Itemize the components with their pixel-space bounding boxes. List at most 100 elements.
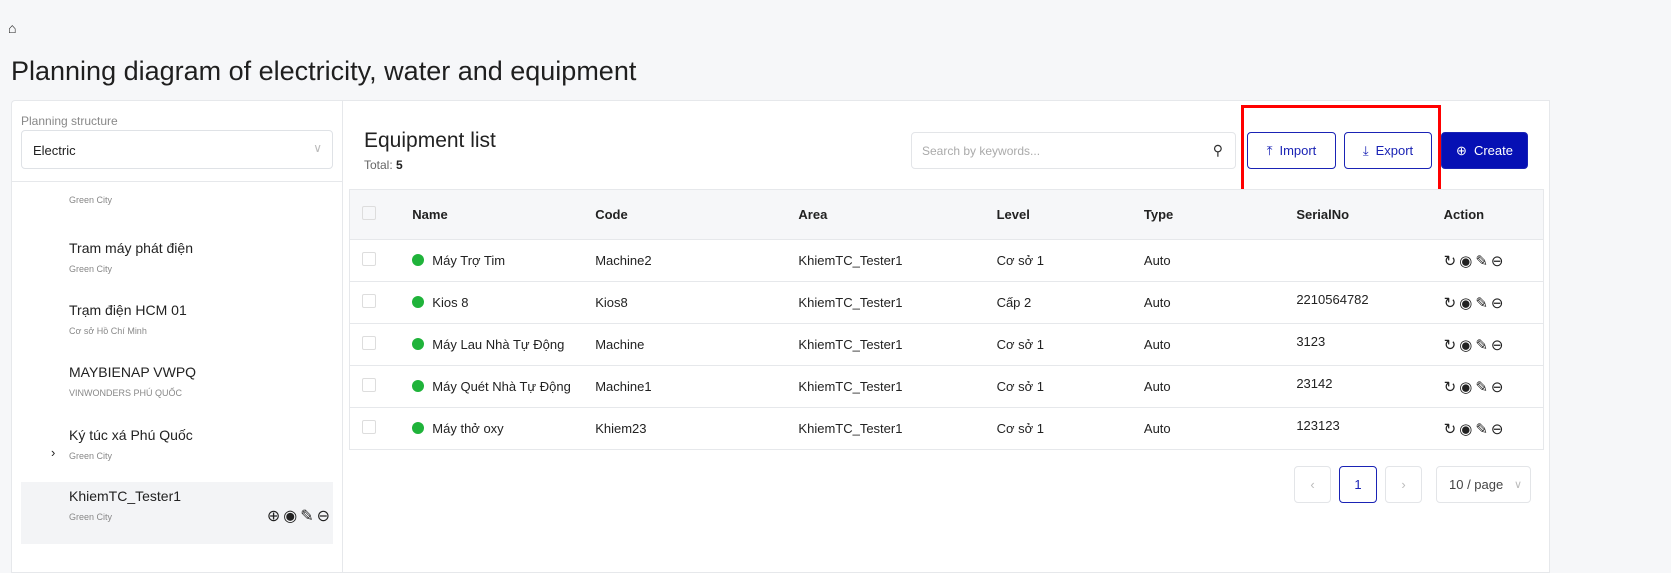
- code-cell: Machine: [583, 323, 787, 366]
- expand-arrow-icon[interactable]: ›: [51, 445, 56, 460]
- status-dot: [412, 422, 425, 434]
- edit-icon[interactable]: ✎: [1475, 294, 1491, 312]
- node-name: KhiemTC_Tester1: [69, 488, 182, 504]
- view-icon[interactable]: ◉: [1459, 420, 1476, 438]
- area-cell: KhiemTC_Tester1: [786, 365, 985, 408]
- name-text: Kios 8: [432, 295, 469, 310]
- area-cell: KhiemTC_Tester1: [786, 323, 985, 366]
- row-checkbox-cell: [349, 323, 401, 366]
- search-input[interactable]: Search by keywords... ⚲: [911, 132, 1236, 169]
- total-count: Total: 5: [364, 158, 403, 172]
- column-header: Action: [1431, 189, 1544, 240]
- equipment-table: Name Code Area Level Type SerialNo Action Máy …: [349, 189, 1544, 450]
- status-dot: [412, 380, 425, 392]
- node-subtitle: Green City: [69, 451, 113, 461]
- table-row[interactable]: Máy Lau Nhà Tự Động Machine KhiemTC_Test…: [349, 323, 1544, 366]
- column-header: Type: [1131, 189, 1285, 240]
- planning-sidebar: Planning structure Electric ∨ Green City T…: [11, 100, 342, 573]
- row-checkbox-cell: [349, 281, 401, 324]
- action-cell: ↻◉✎⊖: [1431, 365, 1544, 408]
- name-text: Máy thở oxy: [432, 421, 504, 436]
- divider: [12, 181, 342, 182]
- code-cell: Kios8: [583, 281, 787, 324]
- column-header: Level: [984, 189, 1132, 240]
- search-icon[interactable]: ⚲: [1212, 142, 1223, 158]
- create-button[interactable]: ⊕ Create: [1441, 132, 1528, 169]
- sync-icon[interactable]: ↻: [1443, 420, 1460, 438]
- page-size-select[interactable]: 10 / page ∨: [1436, 466, 1531, 503]
- table-row[interactable]: Kios 8 Kios8 KhiemTC_Tester1 Cấp 2 Auto …: [349, 281, 1544, 324]
- sync-icon[interactable]: ↻: [1443, 336, 1460, 354]
- remove-icon[interactable]: ⊖: [1490, 252, 1507, 270]
- sync-icon[interactable]: ↻: [1443, 378, 1460, 396]
- edit-icon[interactable]: ✎: [1475, 252, 1491, 270]
- page-1-button[interactable]: 1: [1339, 466, 1377, 503]
- tree-node[interactable]: Ký túc xá Phú Quốc Green City ›: [21, 421, 333, 483]
- tree-node[interactable]: Trạm điện HCM 01 Cơ sở Hồ Chí Minh: [21, 296, 333, 358]
- node-name: Trạm điện HCM 01: [69, 302, 187, 318]
- table-row[interactable]: Máy Quét Nhà Tự Động Machine1 KhiemTC_Te…: [349, 365, 1544, 408]
- import-button[interactable]: ⤒ Import: [1247, 132, 1336, 169]
- action-cell: ↻◉✎⊖: [1431, 407, 1544, 450]
- status-dot: [412, 296, 425, 308]
- remove-icon[interactable]: ⊖: [316, 508, 333, 525]
- row-checkbox[interactable]: [362, 294, 376, 308]
- tree-node[interactable]: MAYBIENAP VWPQ VINWONDERS PHÚ QUỐC: [21, 358, 333, 420]
- node-subtitle: VINWONDERS PHÚ QUỐC: [69, 388, 183, 398]
- edit-icon[interactable]: ✎: [1475, 336, 1491, 354]
- chevron-down-icon: ∨: [313, 141, 322, 155]
- remove-icon[interactable]: ⊖: [1490, 336, 1507, 354]
- level-cell: Cơ sở 1: [984, 239, 1132, 282]
- tree-node[interactable]: Tram máy phát điện Green City: [21, 234, 333, 296]
- remove-icon[interactable]: ⊖: [1490, 294, 1507, 312]
- home-icon[interactable]: ⌂: [8, 20, 17, 36]
- name-cell: Máy Lau Nhà Tự Động: [400, 323, 584, 366]
- tree-node[interactable]: KhiemTC_Tester1 Green City ⊕◉✎⊖: [21, 482, 333, 544]
- planning-structure-label: Planning structure: [21, 114, 118, 128]
- edit-icon[interactable]: ✎: [300, 508, 317, 525]
- tree-node[interactable]: Green City: [21, 183, 333, 245]
- prev-page-button[interactable]: ‹: [1294, 466, 1331, 503]
- view-icon[interactable]: ◉: [1459, 336, 1476, 354]
- select-all-checkbox[interactable]: [362, 206, 376, 220]
- sync-icon[interactable]: ↻: [1443, 252, 1460, 270]
- planning-structure-select[interactable]: Electric ∨: [21, 130, 333, 169]
- area-cell: KhiemTC_Tester1: [786, 281, 985, 324]
- row-checkbox[interactable]: [362, 378, 376, 392]
- view-icon[interactable]: ◉: [1459, 378, 1476, 396]
- area-cell: KhiemTC_Tester1: [786, 239, 985, 282]
- selected-value: Electric: [33, 143, 76, 158]
- remove-icon[interactable]: ⊖: [1490, 378, 1507, 396]
- export-button[interactable]: ⤓ Export: [1344, 132, 1432, 169]
- table-row[interactable]: Máy Trợ Tim Machine2 KhiemTC_Tester1 Cơ …: [349, 239, 1544, 282]
- row-checkbox[interactable]: [362, 336, 376, 350]
- view-icon[interactable]: ◉: [283, 508, 301, 525]
- row-checkbox-cell: [349, 239, 401, 282]
- edit-icon[interactable]: ✎: [1475, 420, 1491, 438]
- row-checkbox[interactable]: [362, 252, 376, 266]
- view-icon[interactable]: ◉: [1459, 294, 1476, 312]
- total-value: 5: [396, 158, 403, 172]
- level-cell: Cơ sở 1: [984, 407, 1132, 450]
- serial-cell: 23142: [1284, 365, 1432, 408]
- type-cell: Auto: [1131, 407, 1285, 450]
- edit-icon[interactable]: ✎: [1475, 378, 1491, 396]
- type-cell: Auto: [1131, 365, 1285, 408]
- table-row[interactable]: Máy thở oxy Khiem23 KhiemTC_Tester1 Cơ s…: [349, 407, 1544, 450]
- type-cell: Auto: [1131, 323, 1285, 366]
- node-name: MAYBIENAP VWPQ: [69, 364, 197, 380]
- sync-icon[interactable]: ↻: [1443, 294, 1460, 312]
- view-icon[interactable]: ◉: [1459, 252, 1476, 270]
- add-icon[interactable]: ⊕: [266, 508, 284, 525]
- node-name: Tram máy phát điện: [69, 240, 193, 256]
- remove-icon[interactable]: ⊖: [1490, 420, 1507, 438]
- next-page-button[interactable]: ›: [1385, 466, 1422, 503]
- code-cell: Machine1: [583, 365, 787, 408]
- plus-circle-icon: ⊕: [1456, 142, 1467, 158]
- row-checkbox[interactable]: [362, 420, 376, 434]
- serial-cell: 2210564782: [1284, 281, 1432, 324]
- node-name: Ký túc xá Phú Quốc: [69, 427, 193, 443]
- node-subtitle: Green City: [69, 195, 113, 205]
- name-cell: Kios 8: [400, 281, 584, 324]
- column-header: Name: [400, 189, 584, 240]
